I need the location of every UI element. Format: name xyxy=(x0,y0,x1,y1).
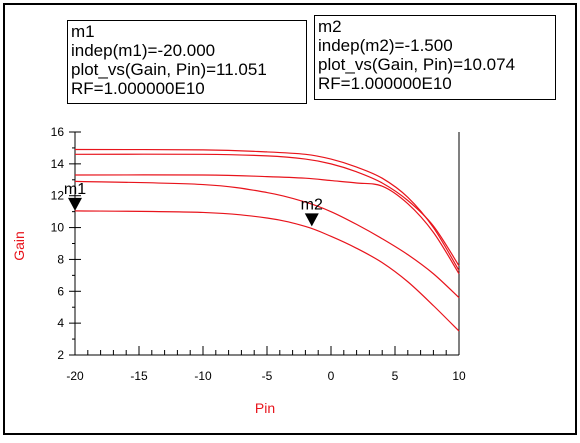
x-tick-label: -5 xyxy=(262,369,273,383)
x-tick-label: -20 xyxy=(66,369,84,383)
x-tick-label: -15 xyxy=(130,369,148,383)
x-tick-label: 5 xyxy=(392,369,399,383)
series-line-2 xyxy=(74,153,460,267)
y-tick-label: 10 xyxy=(51,221,65,235)
y-tick-label: 2 xyxy=(57,348,64,362)
axes-layer: -20 -15 -10 -5 0 5 10 2 4 6 8 10 12 14 16 xyxy=(51,125,466,383)
marker-m2-freq: RF=1.000000E10 xyxy=(318,74,452,93)
series-layer xyxy=(74,148,460,332)
y-tick-label: 6 xyxy=(57,284,64,298)
marker-m2-name: m2 xyxy=(318,17,342,36)
y-tick-label: 4 xyxy=(57,316,64,330)
x-tick-label: -10 xyxy=(194,369,212,383)
y-axis-label: Gain xyxy=(11,231,27,261)
marker-m1-readout[interactable]: m1 indep(m1)=-20.000 plot_vs(Gain, Pin)=… xyxy=(67,20,307,104)
marker-m2-label: m2 xyxy=(301,196,323,213)
marker-m1-icon xyxy=(68,197,82,211)
series-line-5 xyxy=(74,210,460,332)
x-tick-label: 10 xyxy=(452,369,466,383)
x-tick-label: 0 xyxy=(328,369,335,383)
y-tick-label: 14 xyxy=(51,157,65,171)
series-line-1 xyxy=(74,148,460,271)
y-tick-label: 16 xyxy=(51,125,65,139)
marker-m2-value: plot_vs(Gain, Pin)=10.074 xyxy=(318,55,516,74)
y-tick-label: 12 xyxy=(51,189,65,203)
marker-m2-readout[interactable]: m2 indep(m2)=-1.500 plot_vs(Gain, Pin)=1… xyxy=(314,15,556,100)
marker-m2-icon xyxy=(304,213,319,227)
y-tick-label: 8 xyxy=(57,252,64,266)
series-line-4 xyxy=(74,180,460,299)
marker-m1-name: m1 xyxy=(71,22,95,41)
marker-layer: m1 m2 xyxy=(64,181,323,227)
marker-m1-freq: RF=1.000000E10 xyxy=(71,79,205,98)
marker-m2-indep: indep(m2)=-1.500 xyxy=(318,36,453,55)
series-line-3 xyxy=(74,174,460,275)
marker-m1-value: plot_vs(Gain, Pin)=11.051 xyxy=(71,60,267,79)
x-axis-label: Pin xyxy=(255,400,275,416)
marker-m1-indep: indep(m1)=-20.000 xyxy=(71,41,216,60)
marker-m1-label: m1 xyxy=(64,181,86,198)
